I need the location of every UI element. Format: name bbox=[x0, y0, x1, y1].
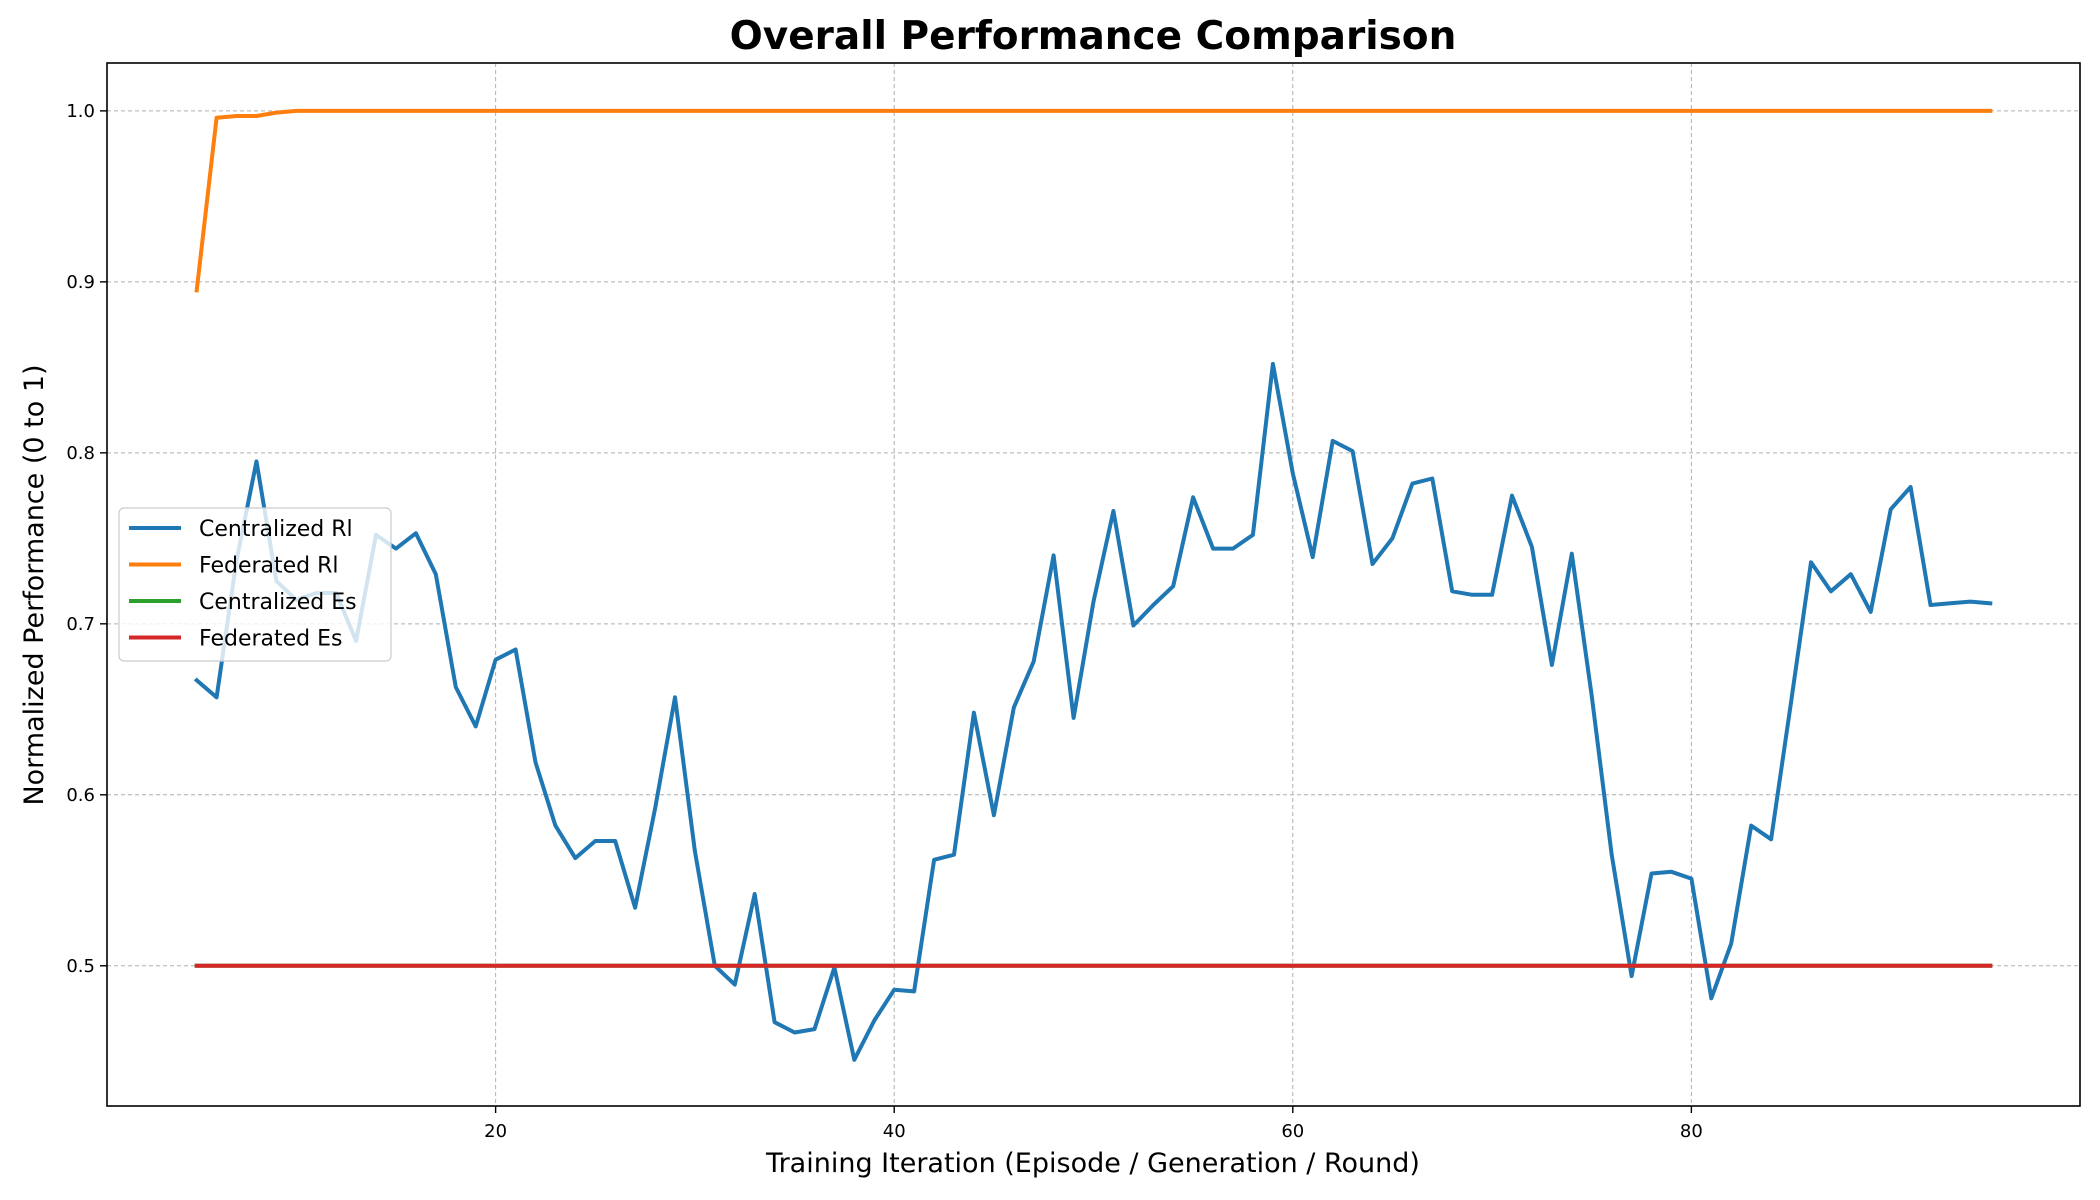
y-tick-label: 1.0 bbox=[66, 101, 95, 122]
series-line-federated-rl bbox=[194, 108, 1993, 293]
legend-label-federated-es: Federated Es bbox=[199, 627, 343, 652]
y-tick-label: 0.6 bbox=[66, 785, 95, 806]
x-tick-label: 20 bbox=[484, 1121, 507, 1142]
legend-label-federated-rl: Federated Rl bbox=[199, 554, 339, 579]
y-tick-label: 0.7 bbox=[66, 614, 95, 635]
legend-box bbox=[118, 507, 392, 662]
plot-frame bbox=[106, 62, 2081, 1107]
axis-ticks: 20 40 60 80 0.5 0.6 0.7 0.8 0.9 1.0 bbox=[66, 101, 1702, 1142]
x-tick-label: 40 bbox=[883, 1121, 906, 1142]
x-tick-label: 80 bbox=[1680, 1121, 1703, 1142]
x-axis-label: Training Iteration (Episode / Generation… bbox=[765, 1148, 1420, 1179]
gridlines bbox=[107, 63, 2080, 1106]
y-tick-label: 0.8 bbox=[66, 443, 95, 464]
x-tick-label: 60 bbox=[1281, 1121, 1304, 1142]
y-axis-label: Normalized Performance (0 to 1) bbox=[19, 364, 50, 805]
y-tick-label: 0.5 bbox=[66, 956, 95, 977]
chart-title: Overall Performance Comparison bbox=[730, 14, 1457, 59]
legend: Centralized Rl Federated Rl Centralized Es… bbox=[118, 507, 392, 662]
y-tick-label: 0.9 bbox=[66, 272, 95, 293]
series-lines bbox=[193, 108, 1993, 1062]
legend-label-centralized-es: Centralized Es bbox=[199, 590, 357, 615]
series-line-centralized-rl bbox=[193, 361, 1993, 1062]
legend-label-centralized-rl: Centralized Rl bbox=[199, 517, 353, 542]
